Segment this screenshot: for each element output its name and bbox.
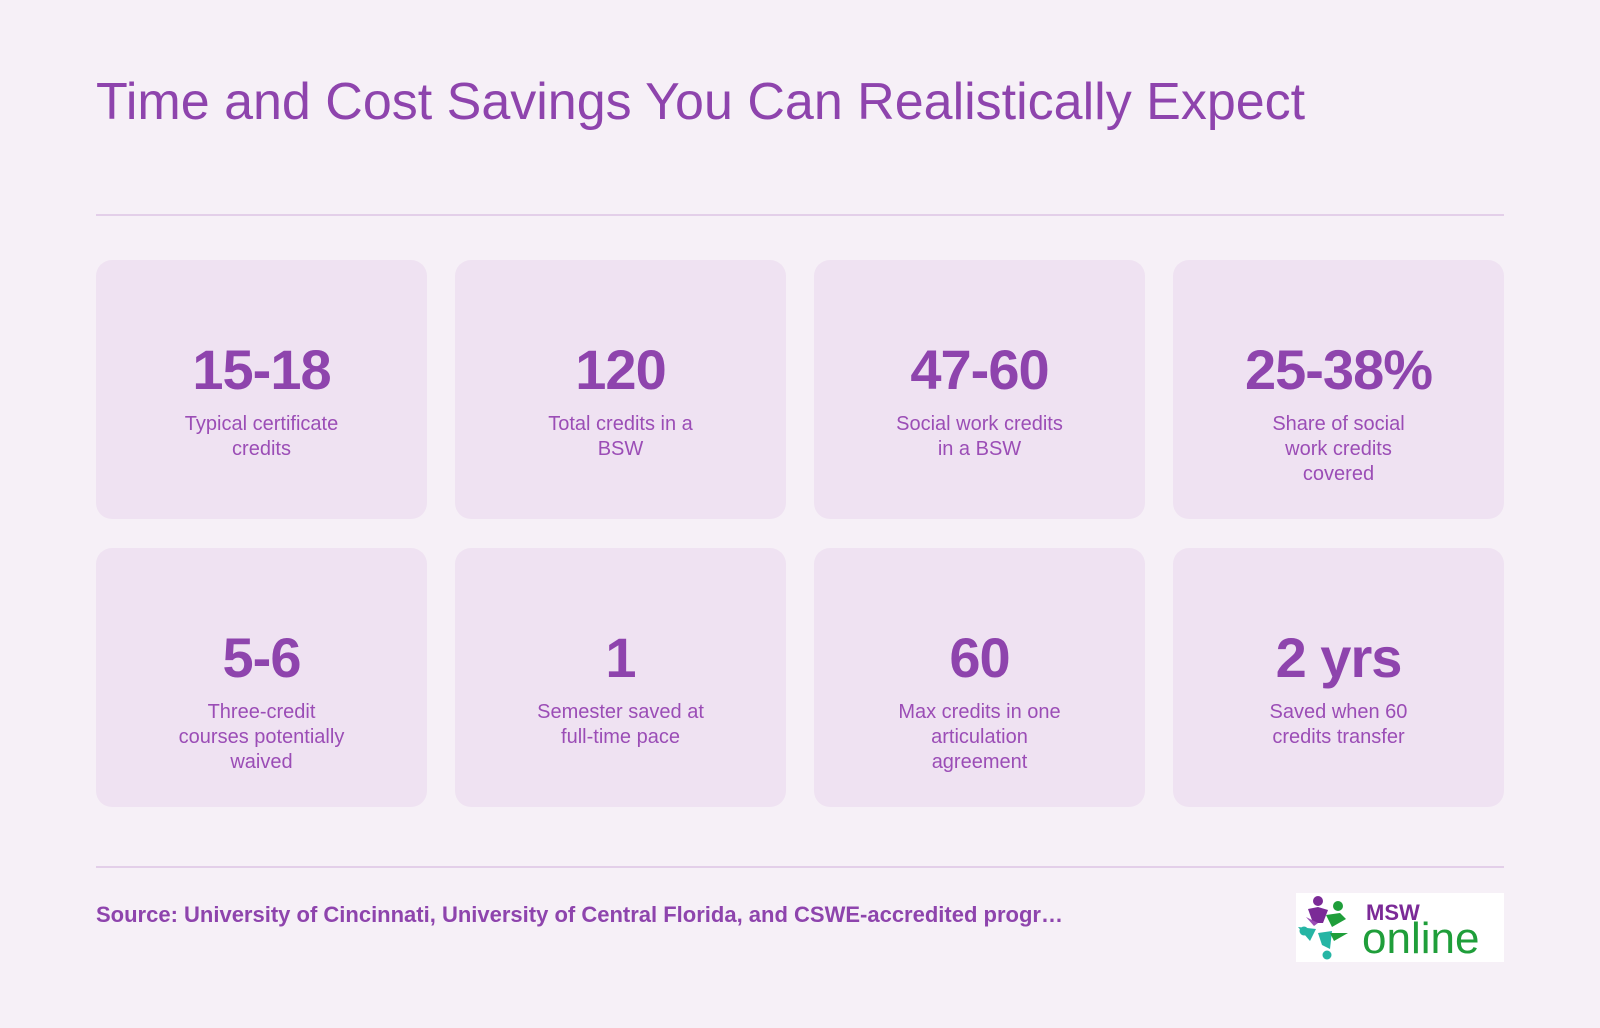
top-divider xyxy=(96,214,1504,216)
logo-main-text: online xyxy=(1362,914,1479,962)
stat-value: 60 xyxy=(949,626,1010,689)
stat-value: 25-38% xyxy=(1244,338,1433,401)
stat-label: Three-credit courses potentially waived xyxy=(178,701,345,773)
stats-grid: 15-18 Typical certificate credits 120 To… xyxy=(96,260,1504,807)
logo-top-text: MSW xyxy=(1366,900,1420,925)
stat-label: Saved when 60 credits transfer xyxy=(1269,701,1408,748)
page-title: Time and Cost Savings You Can Realistica… xyxy=(96,73,1306,131)
source-note: Source: University of Cincinnati, Univer… xyxy=(96,902,1063,927)
stat-card: 5-6 Three-credit courses potentially wai… xyxy=(96,548,427,807)
bottom-divider xyxy=(96,866,1504,868)
stat-card: 47-60 Social work credits in a BSW xyxy=(814,260,1145,519)
stat-label: Total credits in a BSW xyxy=(548,413,693,460)
star-people-icon xyxy=(1298,896,1348,960)
stat-label: Share of social work credits covered xyxy=(1272,413,1405,485)
stat-value: 1 xyxy=(605,626,636,689)
stat-value: 5-6 xyxy=(222,626,302,689)
stat-value: 47-60 xyxy=(910,338,1049,401)
stat-label: Semester saved at full-time pace xyxy=(537,701,704,748)
logo-graphic: MSW online xyxy=(1298,896,1479,962)
msw-online-logo: MSW online xyxy=(1296,893,1504,962)
stat-label: Social work credits in a BSW xyxy=(896,413,1063,460)
stat-card: 120 Total credits in a BSW xyxy=(455,260,786,519)
stat-value: 120 xyxy=(575,338,666,401)
stat-card: 60 Max credits in one articulation agree… xyxy=(814,548,1145,807)
stat-card: 25-38% Share of social work credits cove… xyxy=(1173,260,1504,519)
stat-label: Typical certificate credits xyxy=(184,413,339,460)
stat-card: 1 Semester saved at full-time pace xyxy=(455,548,786,807)
stat-card: 15-18 Typical certificate credits xyxy=(96,260,427,519)
stat-value: 2 yrs xyxy=(1275,626,1403,689)
stat-card: 2 yrs Saved when 60 credits transfer xyxy=(1173,548,1504,807)
stat-value: 15-18 xyxy=(192,338,331,401)
stat-label: Max credits in one articulation agreemen… xyxy=(898,701,1061,773)
